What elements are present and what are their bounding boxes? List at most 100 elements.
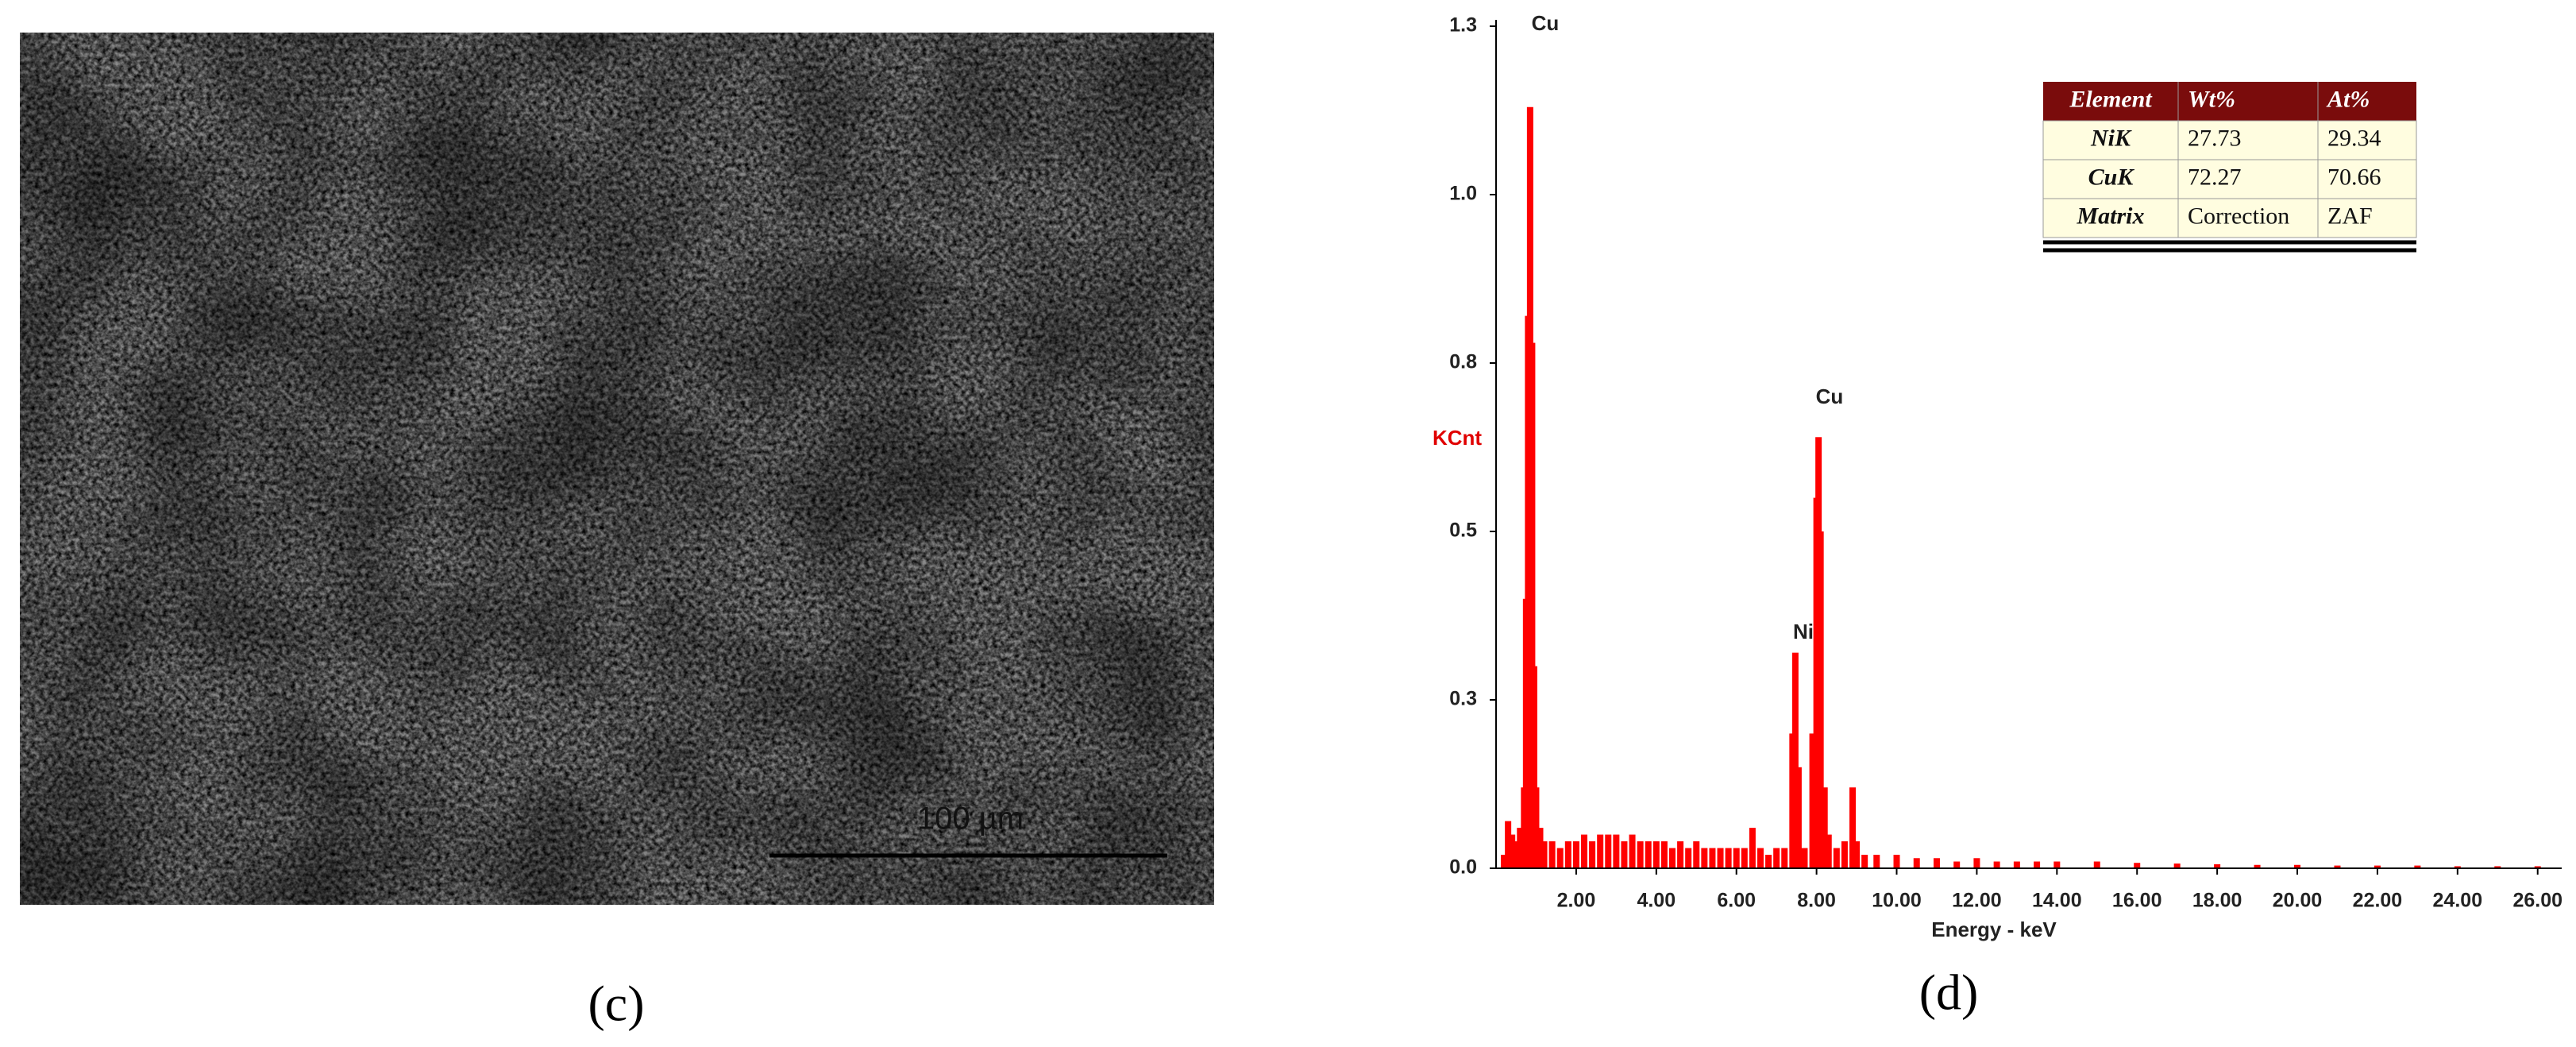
x-tick-label: 16.00	[2112, 890, 2162, 912]
spectrum-bar	[2134, 863, 2141, 868]
spectrum-bar	[1801, 848, 1808, 868]
table-header-cell: At%	[2326, 86, 2370, 112]
spectrum-bar	[1597, 834, 1604, 868]
spectrum-bar	[2374, 865, 2381, 868]
table-cell: Correction	[2188, 203, 2289, 229]
spectrum-bar	[1733, 848, 1740, 868]
spectrum-bar	[1613, 834, 1620, 868]
panel-caption: (d)	[1919, 964, 1979, 1021]
spectrum-bar	[1693, 841, 1700, 868]
spectrum-bar	[1505, 821, 1512, 868]
spectrum-bar	[1652, 841, 1660, 868]
spectrum-bar	[1933, 858, 1940, 868]
spectrum-bar	[1637, 841, 1644, 868]
spectrum-bar	[2254, 864, 2261, 868]
x-tick-label: 8.00	[1797, 890, 1836, 912]
x-tick-label: 26.00	[2512, 890, 2563, 912]
spectrum-bar	[1564, 841, 1571, 868]
spectrum-bar	[2494, 866, 2501, 868]
spectrum-bar	[1541, 841, 1548, 868]
spectrum-bar	[1677, 841, 1684, 868]
spectrum-bar	[1589, 841, 1596, 868]
spectrum-bar	[1509, 834, 1516, 868]
spectrum-bar	[1973, 858, 1980, 868]
spectrum-bar	[1913, 858, 1920, 868]
spectrum-bar	[2534, 866, 2541, 868]
spectrum-bar	[1513, 841, 1520, 868]
spectrum-bar	[2093, 861, 2100, 868]
spectrum-bar	[1709, 848, 1716, 868]
y-tick-label: 0.3	[1449, 688, 1477, 710]
x-tick-label: 14.00	[2032, 890, 2082, 912]
x-tick-label: 24.00	[2433, 890, 2483, 912]
spectrum-bar	[1849, 787, 1857, 868]
spectrum-bar	[2334, 865, 2341, 868]
table-row-bg	[2042, 120, 2417, 160]
spectrum-bar	[2454, 866, 2461, 868]
peak-label: Ni	[1793, 620, 1814, 643]
spectrum-bar	[1556, 848, 1564, 868]
spectrum-bar	[1781, 848, 1788, 868]
x-tick-label: 4.00	[1637, 890, 1676, 912]
spectrum-bar	[1809, 733, 1816, 868]
peak-label: Cu	[1532, 11, 1560, 35]
spectrum-bar	[2214, 863, 2221, 868]
spectrum-bar	[2034, 861, 2041, 868]
spectrum-bar	[1893, 855, 1900, 868]
sem-image: 100 µm	[20, 33, 1214, 905]
spectrum-bar	[1530, 666, 1537, 868]
spectrum-bar	[1725, 848, 1732, 868]
table-cell: ZAF	[2327, 203, 2373, 229]
spectrum-bar	[1501, 855, 1508, 868]
scale-bar-label: 100 µm	[917, 802, 1024, 836]
sem-texture	[20, 33, 1214, 905]
spectrum-bar	[2414, 865, 2421, 868]
spectrum-bar	[1685, 848, 1692, 868]
spectrum-bar	[1741, 848, 1748, 868]
y-tick-label: 1.3	[1449, 14, 1477, 37]
y-axis-label: KCnt	[1433, 426, 1482, 450]
spectrum-bar	[1841, 841, 1848, 868]
spectrum-bar	[1817, 531, 1824, 868]
peak-label: Cu	[1816, 384, 1844, 408]
spectrum-bar	[2013, 861, 2020, 868]
table-header-cell: Element	[2069, 86, 2153, 112]
x-tick-label: 2.00	[1557, 890, 1596, 912]
spectrum-bar	[1853, 841, 1861, 868]
spectrum-bar	[1717, 848, 1724, 868]
spectrum-bar	[1572, 841, 1579, 868]
spectrum-bar	[1993, 861, 2000, 868]
spectrum-bar	[1533, 787, 1540, 868]
y-tick-label: 0.5	[1449, 520, 1477, 542]
table-cell: 27.73	[2188, 125, 2242, 151]
spectrum-bar	[1660, 841, 1668, 868]
x-tick-label: 6.00	[1717, 890, 1756, 912]
spectrum-bar	[2294, 864, 2301, 868]
table-header-bg	[2043, 82, 2416, 121]
spectrum-bar	[1953, 861, 1961, 868]
spectrum-bar	[1795, 767, 1802, 868]
spectrum-bar	[1605, 834, 1612, 868]
table-row-bg	[2042, 198, 2417, 238]
table-cell: 29.34	[2327, 125, 2381, 151]
spectrum-bar	[1791, 652, 1799, 868]
spectrum-bar	[1757, 848, 1764, 868]
table-cell: 70.66	[2327, 164, 2381, 190]
y-tick-label: 0.8	[1449, 351, 1477, 373]
spectrum-bar	[2173, 863, 2181, 868]
spectrum-bar	[1621, 841, 1628, 868]
x-tick-label: 18.00	[2192, 890, 2242, 912]
spectrum-bar	[1548, 841, 1556, 868]
table-cell: Matrix	[2076, 203, 2144, 229]
panel-caption: (c)	[588, 976, 644, 1032]
x-tick-label: 20.00	[2273, 890, 2323, 912]
table-row-bg	[2042, 159, 2417, 199]
table-cell: 72.27	[2188, 164, 2242, 190]
spectrum-bar	[1821, 787, 1828, 868]
spectrum-bar	[1645, 841, 1652, 868]
spectrum-bar	[1765, 855, 1772, 868]
x-tick-label: 10.00	[1872, 890, 1922, 912]
spectrum-bar	[1825, 834, 1832, 868]
table-cell: CuK	[2088, 164, 2135, 190]
